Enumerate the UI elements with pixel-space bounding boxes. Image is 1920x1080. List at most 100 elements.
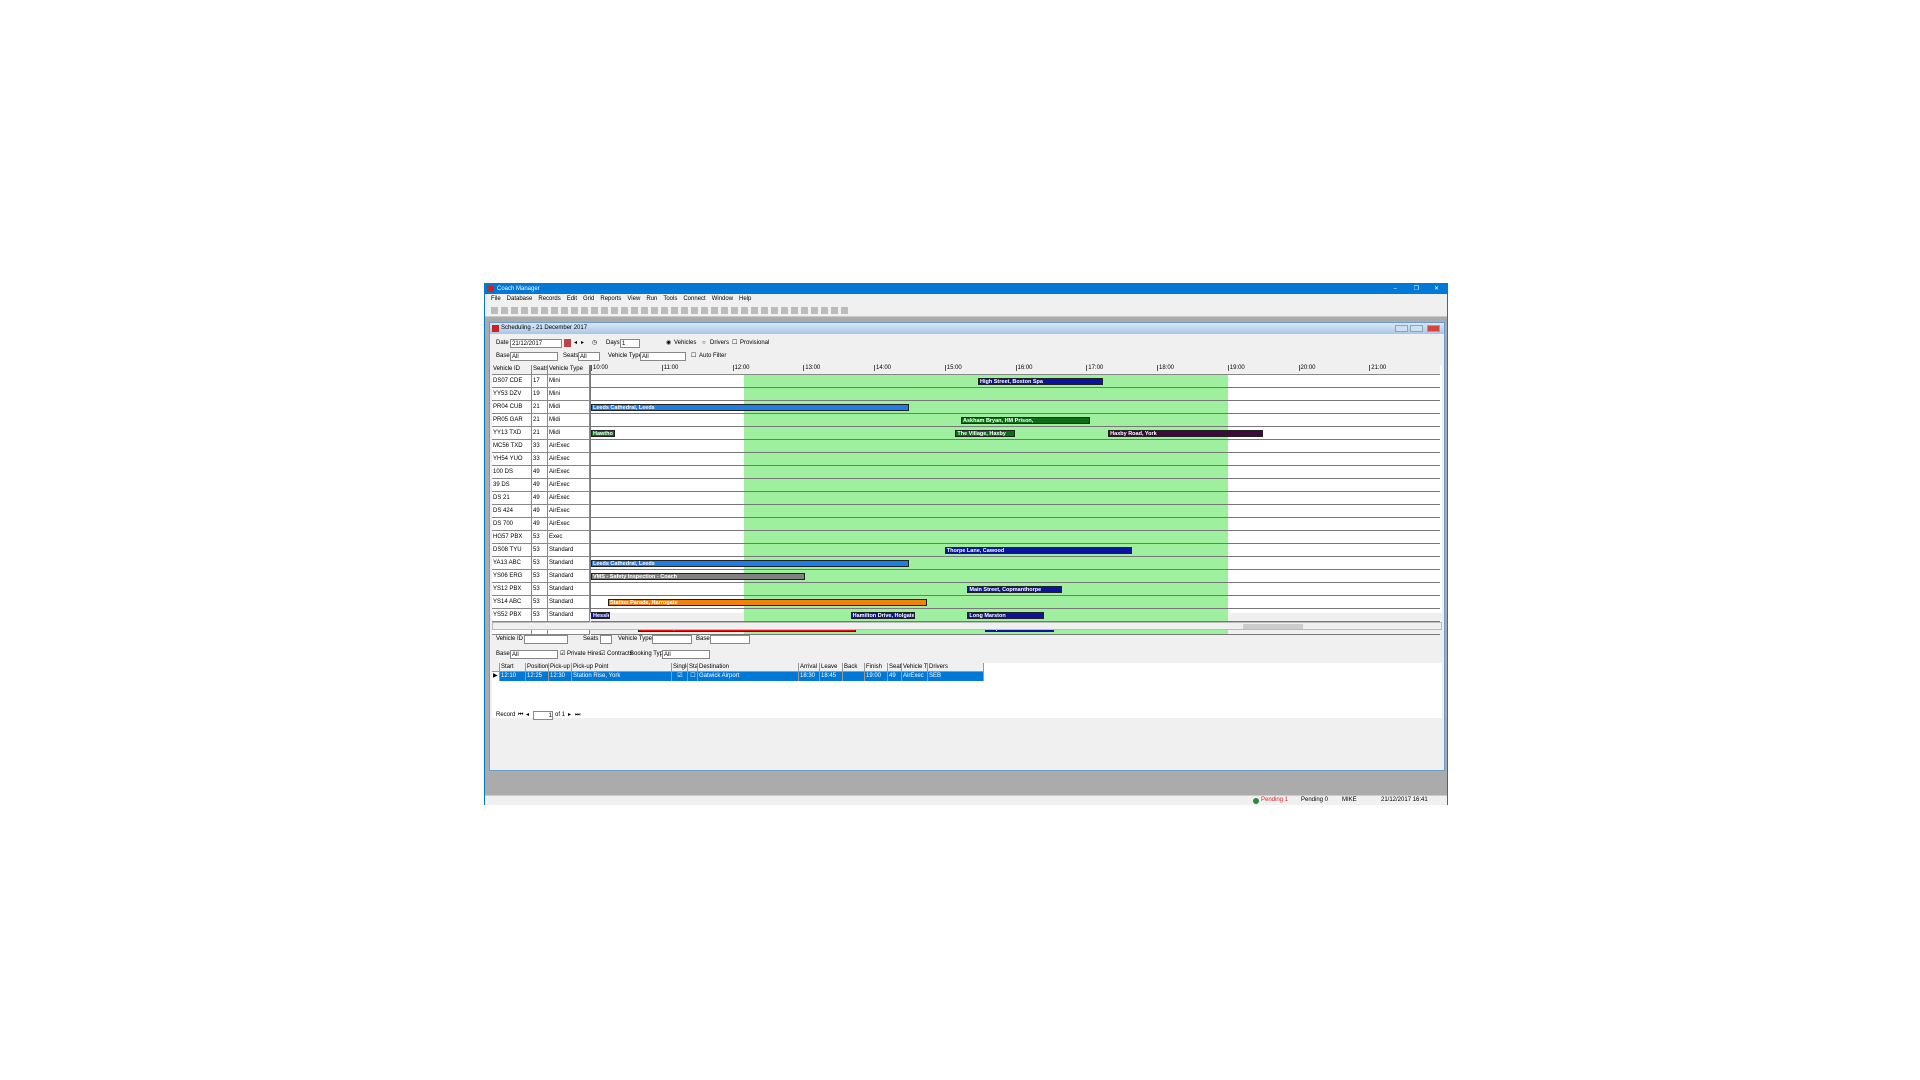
toolbar-button-icon[interactable] xyxy=(511,307,518,314)
booking-bar[interactable]: Haxby Road, York xyxy=(1108,430,1264,437)
toolbar-button-icon[interactable] xyxy=(761,307,768,314)
vehicle-type[interactable]: Standard xyxy=(548,596,590,609)
bf-base-select[interactable]: All xyxy=(510,650,558,659)
toolbar-button-icon[interactable] xyxy=(631,307,638,314)
toolbar-button-icon[interactable] xyxy=(791,307,798,314)
vehicle-seats[interactable]: 33 xyxy=(532,440,548,453)
calendar-icon[interactable] xyxy=(564,339,571,347)
vehicle-type[interactable]: Standard xyxy=(548,557,590,570)
vehicle-id[interactable]: DS07 CDE xyxy=(492,375,532,388)
toolbar-button-icon[interactable] xyxy=(841,307,848,314)
schedule-row[interactable] xyxy=(591,518,1440,531)
toolbar-button-icon[interactable] xyxy=(551,307,558,314)
menu-file[interactable]: File xyxy=(491,296,501,302)
toolbar-button-icon[interactable] xyxy=(651,307,658,314)
menu-view[interactable]: View xyxy=(627,296,641,302)
bookings-header-0[interactable]: Start xyxy=(500,663,526,672)
vehicle-id[interactable]: DS 424 xyxy=(492,505,532,518)
vehicle-type[interactable]: AirExec xyxy=(548,453,590,466)
vehicle-seats[interactable]: 21 xyxy=(532,427,548,440)
grid-header-0[interactable]: Vehicle ID xyxy=(492,365,532,375)
toolbar-button-icon[interactable] xyxy=(731,307,738,314)
vf-seats-input[interactable] xyxy=(600,635,612,644)
vehicle-seats[interactable]: 53 xyxy=(532,531,548,544)
bookings-header-12[interactable]: Vehicle Type xyxy=(902,663,928,672)
toolbar-button-icon[interactable] xyxy=(601,307,608,314)
toolbar-button-icon[interactable] xyxy=(581,307,588,314)
booking-vehicle-type[interactable]: AirExec xyxy=(902,672,928,681)
toolbar-button-icon[interactable] xyxy=(501,307,508,314)
booking-drivers[interactable]: SEB xyxy=(928,672,984,681)
toolbar-button-icon[interactable] xyxy=(721,307,728,314)
child-restore-button[interactable] xyxy=(1410,325,1423,332)
vehicle-id[interactable]: 39 DS xyxy=(492,479,532,492)
vehicle-type[interactable]: Standard xyxy=(548,544,590,557)
schedule-row[interactable] xyxy=(591,453,1440,466)
schedule-row[interactable] xyxy=(591,401,1440,414)
schedule-row[interactable] xyxy=(591,505,1440,518)
menu-edit[interactable]: Edit xyxy=(566,296,578,302)
grid-header-2[interactable]: Vehicle Type xyxy=(548,365,590,375)
schedule-row[interactable] xyxy=(591,414,1440,427)
vehicle-seats[interactable]: 49 xyxy=(532,492,548,505)
schedule-row[interactable] xyxy=(591,622,1440,635)
single-checkbox[interactable]: ☑ xyxy=(672,672,688,681)
scrollbar-thumb[interactable] xyxy=(1243,624,1303,629)
vehicle-seats[interactable]: 49 xyxy=(532,466,548,479)
schedule-row[interactable] xyxy=(591,466,1440,479)
vf-vehicle-type-input[interactable] xyxy=(652,635,692,644)
booking-bar[interactable]: Hawtho xyxy=(591,430,616,437)
booking-leave[interactable]: 18:45 xyxy=(820,672,843,681)
menu-connect[interactable]: Connect xyxy=(683,296,706,302)
date-input[interactable]: 21/12/2017 xyxy=(510,339,562,348)
toolbar-button-icon[interactable] xyxy=(561,307,568,314)
booking-destination[interactable]: Gatwick Airport xyxy=(698,672,799,681)
toolbar-button-icon[interactable] xyxy=(781,307,788,314)
bookings-header-13[interactable]: Drivers xyxy=(928,663,984,672)
bookings-header-6[interactable]: Destination xyxy=(698,663,799,672)
booking-bar[interactable]: VMS - Safety Inspection - Coach xyxy=(591,573,805,580)
bookings-header-11[interactable]: Seats xyxy=(888,663,902,672)
close-button[interactable]: ✕ xyxy=(1433,286,1439,292)
vehicle-seats[interactable]: 49 xyxy=(532,505,548,518)
vehicle-seats[interactable]: 53 xyxy=(532,609,548,622)
seats-select[interactable]: All xyxy=(578,352,600,361)
row-selector[interactable]: ▶ xyxy=(492,672,500,681)
contracts-checkbox[interactable]: ☑ xyxy=(600,651,606,657)
child-close-button[interactable] xyxy=(1427,325,1440,332)
auto-filter-checkbox[interactable]: ☐ xyxy=(691,353,697,359)
base-select[interactable]: All xyxy=(510,352,558,361)
grid-header-1[interactable]: Seats xyxy=(532,365,548,375)
grid-splitter[interactable] xyxy=(589,365,591,613)
toolbar-button-icon[interactable] xyxy=(621,307,628,314)
booking-finish[interactable]: 19:00 xyxy=(865,672,888,681)
minimize-button[interactable]: – xyxy=(1393,286,1397,292)
vehicle-type[interactable]: Mini xyxy=(548,375,590,388)
menu-run[interactable]: Run xyxy=(646,296,658,302)
vehicle-seats[interactable]: 53 xyxy=(532,544,548,557)
vehicle-seats[interactable]: 49 xyxy=(532,479,548,492)
schedule-row[interactable] xyxy=(591,479,1440,492)
bookings-header-1[interactable]: Position xyxy=(526,663,549,672)
vehicle-type[interactable]: AirExec xyxy=(548,505,590,518)
schedule-row[interactable] xyxy=(591,570,1440,583)
booking-seats[interactable]: 49 xyxy=(888,672,902,681)
vehicle-id[interactable]: YY53 DZV xyxy=(492,388,532,401)
bookings-header-2[interactable]: Pick-up xyxy=(549,663,572,672)
schedule-row[interactable] xyxy=(591,596,1440,609)
next-record-button[interactable]: ▸ xyxy=(568,712,572,718)
schedule-row[interactable] xyxy=(591,531,1440,544)
booking-back[interactable] xyxy=(843,672,865,681)
booking-position[interactable]: 12:25 xyxy=(526,672,549,681)
menu-database[interactable]: Database xyxy=(506,296,533,302)
vehicle-id[interactable]: PR04 CUB xyxy=(492,401,532,414)
vehicle-id[interactable]: HG57 PBX xyxy=(492,531,532,544)
toolbar-button-icon[interactable] xyxy=(531,307,538,314)
provisional-checkbox[interactable]: ☐ xyxy=(732,340,738,346)
booking-pickup[interactable]: 12:30 xyxy=(549,672,572,681)
last-record-button[interactable]: ⏭ xyxy=(575,712,581,718)
booking-bar[interactable]: The Village, Haxby xyxy=(955,430,1016,437)
vehicle-type[interactable]: AirExec xyxy=(548,518,590,531)
vehicle-id[interactable]: YS12 PBX xyxy=(492,583,532,596)
toolbar-button-icon[interactable] xyxy=(771,307,778,314)
